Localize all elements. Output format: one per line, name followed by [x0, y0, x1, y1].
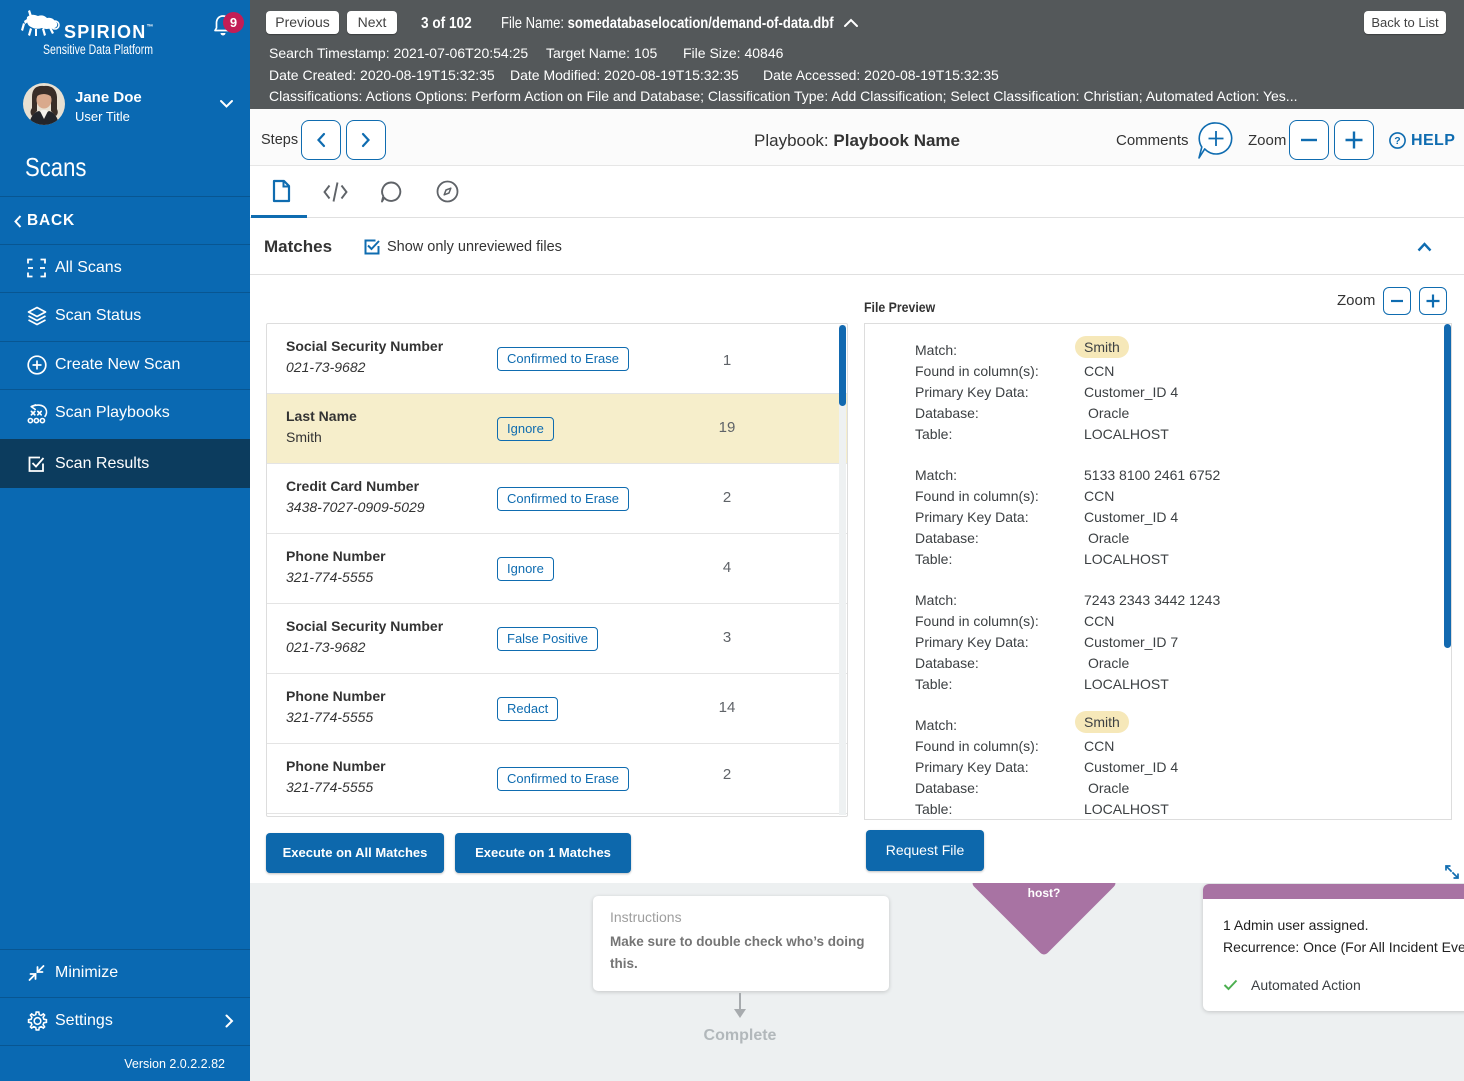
svg-text:?: ?	[1394, 135, 1400, 147]
